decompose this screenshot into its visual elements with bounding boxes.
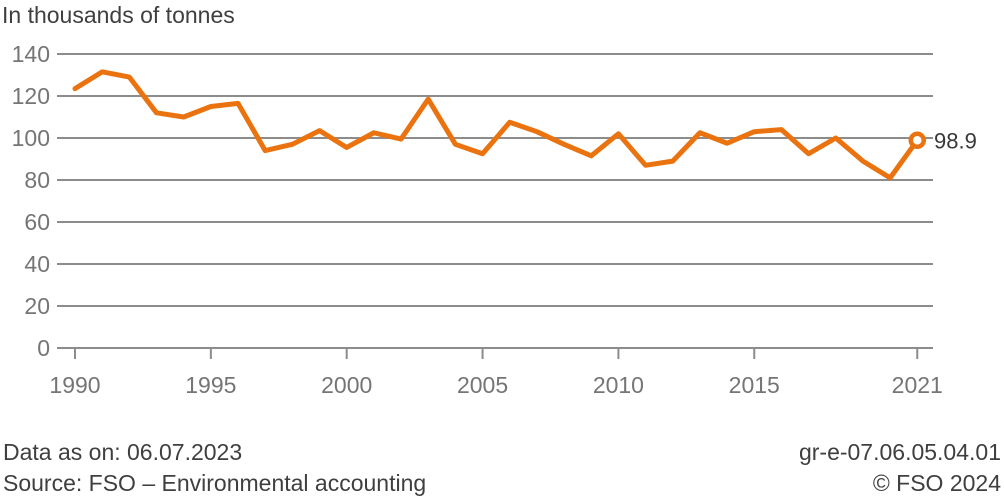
x-tick-label: 2010 [593, 372, 644, 398]
chart-title: In thousands of tonnes [2, 2, 235, 28]
source-text: Source: FSO – Environmental accounting [3, 470, 427, 496]
end-value-label: 98.9 [934, 128, 977, 153]
end-marker [908, 131, 927, 150]
line-chart: 0 20 40 60 80 100 120 140 1990 1995 2000 2005 2010 20… [12, 41, 977, 398]
data-as-on-text: Data as on: 06.07.2023 [3, 439, 243, 465]
chart-id-text: gr-e-07.06.05.04.01 [798, 439, 1001, 465]
y-tick-label: 0 [37, 335, 50, 361]
footer-right: gr-e-07.06.05.04.01 © FSO 2024 [799, 437, 1001, 499]
chart-footer: Data as on: 06.07.2023 Source: FSO – Env… [0, 437, 1004, 499]
x-tick-label: 2021 [892, 372, 943, 398]
x-tick-label: 2005 [457, 372, 508, 398]
y-tick-label: 20 [24, 293, 50, 319]
y-tick-label: 100 [12, 125, 50, 151]
x-tick-label: 1990 [49, 372, 100, 398]
y-tick-label: 140 [12, 41, 50, 67]
data-line [72, 69, 920, 181]
x-tick-label: 1995 [185, 372, 236, 398]
x-tick-label: 2015 [729, 372, 780, 398]
y-tick-label: 60 [24, 209, 50, 235]
copyright-text: © FSO 2024 [872, 470, 1001, 496]
footer-left: Data as on: 06.07.2023 Source: FSO – Env… [3, 437, 426, 499]
y-tick-label: 120 [12, 83, 50, 109]
y-tick-label: 40 [24, 251, 50, 277]
y-tick-label: 80 [24, 167, 50, 193]
x-tick-label: 2000 [321, 372, 372, 398]
